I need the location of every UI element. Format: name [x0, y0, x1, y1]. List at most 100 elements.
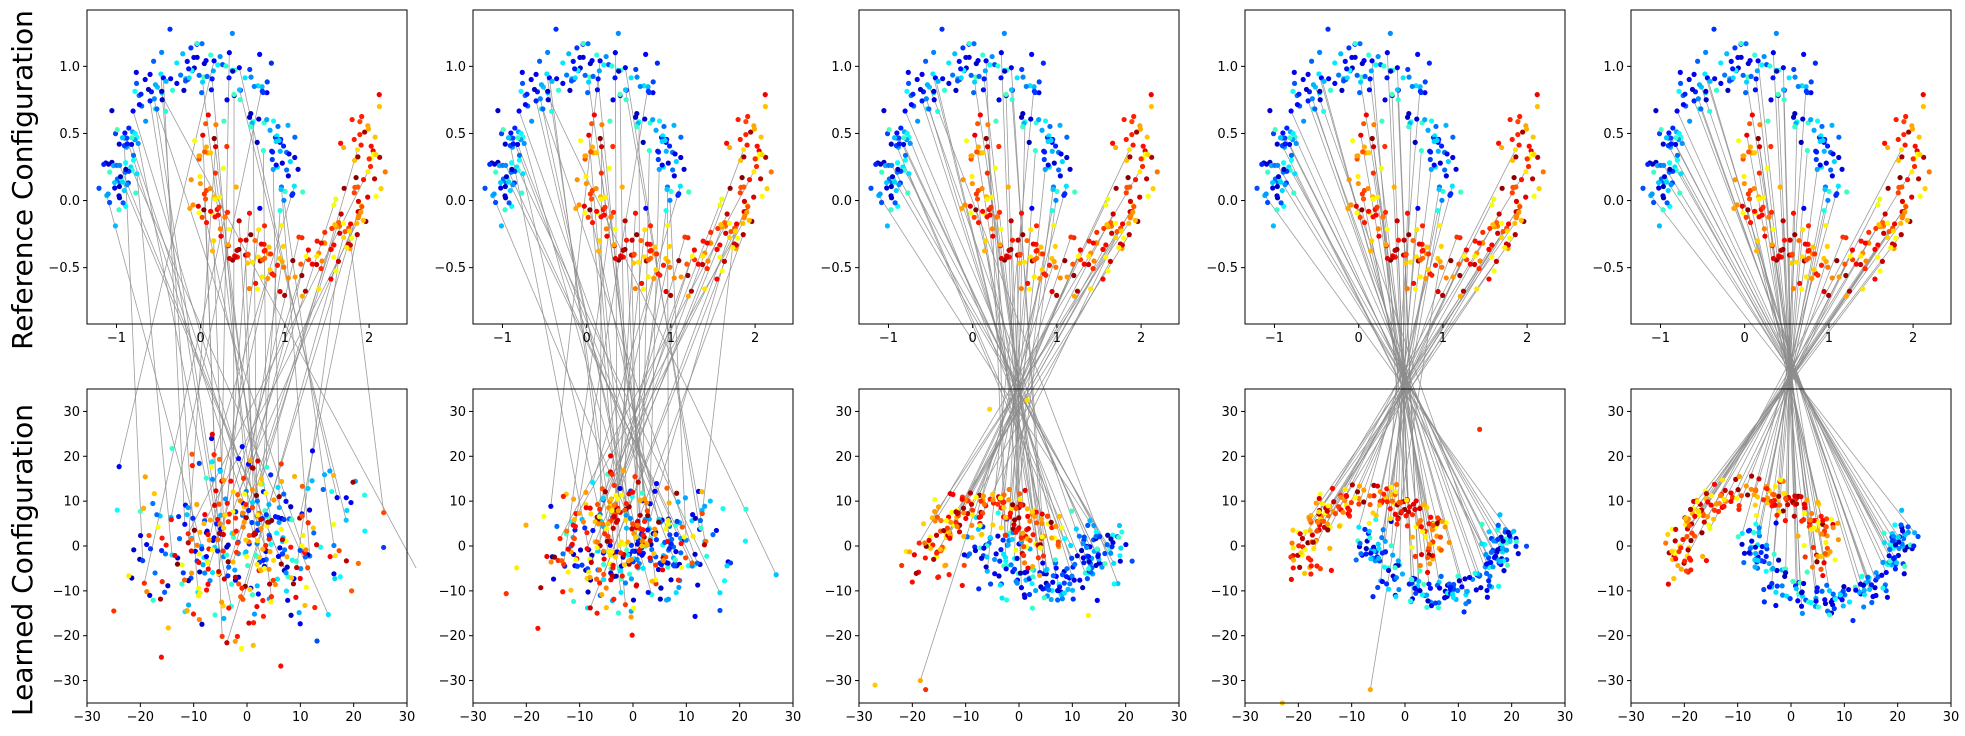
- ref-point: [1423, 275, 1429, 282]
- learned-point: [1814, 588, 1820, 595]
- learned-point: [1021, 544, 1027, 550]
- ref-point: [583, 180, 589, 187]
- learned-point: [977, 522, 983, 529]
- learned-point: [291, 473, 298, 480]
- learned-point: [1891, 555, 1897, 561]
- learned-point: [1342, 498, 1348, 504]
- learned-point: [619, 492, 625, 498]
- ref-point: [329, 225, 335, 232]
- ref-point: [1051, 160, 1057, 166]
- ref-point: [975, 144, 981, 150]
- ref-point: [1432, 262, 1439, 268]
- learned-point: [1399, 571, 1406, 577]
- learned-point: [249, 465, 255, 471]
- learned-point: [615, 610, 622, 616]
- ref-point: [906, 171, 912, 177]
- ref-point: [292, 274, 298, 280]
- learned-ytick-label: 0: [1616, 540, 1624, 555]
- link-line-2-35: [550, 60, 601, 507]
- learned-point: [261, 565, 268, 572]
- learned-ytick-label: 20: [449, 450, 466, 465]
- learned-point: [1108, 536, 1114, 542]
- ref-point: [1357, 41, 1363, 47]
- ref-point: [752, 156, 758, 162]
- learned-point: [635, 479, 641, 485]
- link-line-5-46: [1757, 138, 1818, 562]
- ref-point: [116, 207, 122, 213]
- ref-point: [1891, 221, 1898, 227]
- learned-point: [1354, 489, 1361, 495]
- ref-point: [1821, 207, 1827, 214]
- link-line-3-39: [996, 216, 1006, 536]
- learned-point: [201, 520, 207, 527]
- learned-point: [1008, 562, 1014, 568]
- ref-point: [1921, 154, 1927, 160]
- learned-point: [1798, 603, 1805, 609]
- learned-point: [320, 486, 326, 493]
- learned-point: [1880, 585, 1886, 591]
- learned-point: [977, 513, 984, 520]
- ref-point: [940, 76, 946, 82]
- learned-point: [944, 525, 951, 531]
- ref-point: [1472, 253, 1478, 259]
- ref-point: [1819, 123, 1825, 130]
- ref-point: [107, 169, 113, 175]
- learned-point: [179, 562, 185, 568]
- link-line-1-33: [233, 94, 235, 538]
- learned-point: [1040, 553, 1047, 559]
- ref-point: [1317, 88, 1323, 94]
- learned-point: [310, 525, 316, 531]
- learned-point: [997, 495, 1004, 501]
- ref-point: [1131, 113, 1137, 120]
- ref-point: [975, 219, 982, 226]
- learned-point: [972, 547, 979, 554]
- learned-point: [1887, 558, 1893, 564]
- ref-point: [670, 167, 676, 173]
- ref-point: [1440, 292, 1446, 299]
- learned-point: [1809, 510, 1815, 517]
- learned-point: [278, 561, 284, 567]
- learned-ytick-label: −30: [53, 674, 80, 689]
- ref-point: [1140, 143, 1146, 149]
- ref-point: [1443, 122, 1449, 128]
- ref-point: [681, 166, 687, 172]
- ref-point: [248, 111, 254, 117]
- learned-point: [1682, 558, 1688, 564]
- link-line-3-20: [983, 78, 1041, 573]
- link-line-4-26: [1310, 206, 1521, 523]
- ref-point: [256, 116, 262, 122]
- ref-point: [1403, 251, 1409, 257]
- learned-point: [1074, 553, 1080, 559]
- ref-point: [264, 117, 270, 123]
- ref-point: [727, 144, 733, 151]
- ref-point: [1406, 232, 1412, 238]
- ref-point: [1762, 233, 1768, 239]
- ref-point: [233, 184, 239, 190]
- ref-point: [1480, 229, 1486, 235]
- learned-point: [1703, 557, 1710, 564]
- learned-point: [249, 487, 255, 493]
- ref-point: [931, 49, 937, 55]
- ref-point: [1695, 96, 1701, 102]
- ref-point: [908, 101, 915, 108]
- learned-point: [967, 490, 974, 496]
- ref-point: [1812, 251, 1818, 257]
- ref-point: [1805, 223, 1812, 229]
- ref-point: [595, 248, 602, 254]
- learned-point: [1366, 520, 1372, 526]
- learned-point: [628, 556, 635, 562]
- learned-point: [1050, 579, 1056, 585]
- ref-point: [120, 200, 126, 206]
- ref-point: [1899, 215, 1905, 221]
- ref-point: [700, 253, 706, 259]
- learned-point: [1491, 538, 1497, 544]
- ref-point: [122, 130, 128, 136]
- ref-point: [971, 41, 977, 47]
- ref-point: [1288, 108, 1294, 114]
- ref-point: [997, 242, 1003, 248]
- learned-point: [199, 546, 205, 552]
- learned-point: [1048, 596, 1054, 603]
- learned-point: [159, 579, 165, 585]
- learned-point: [234, 633, 240, 640]
- ref-point: [1332, 80, 1338, 87]
